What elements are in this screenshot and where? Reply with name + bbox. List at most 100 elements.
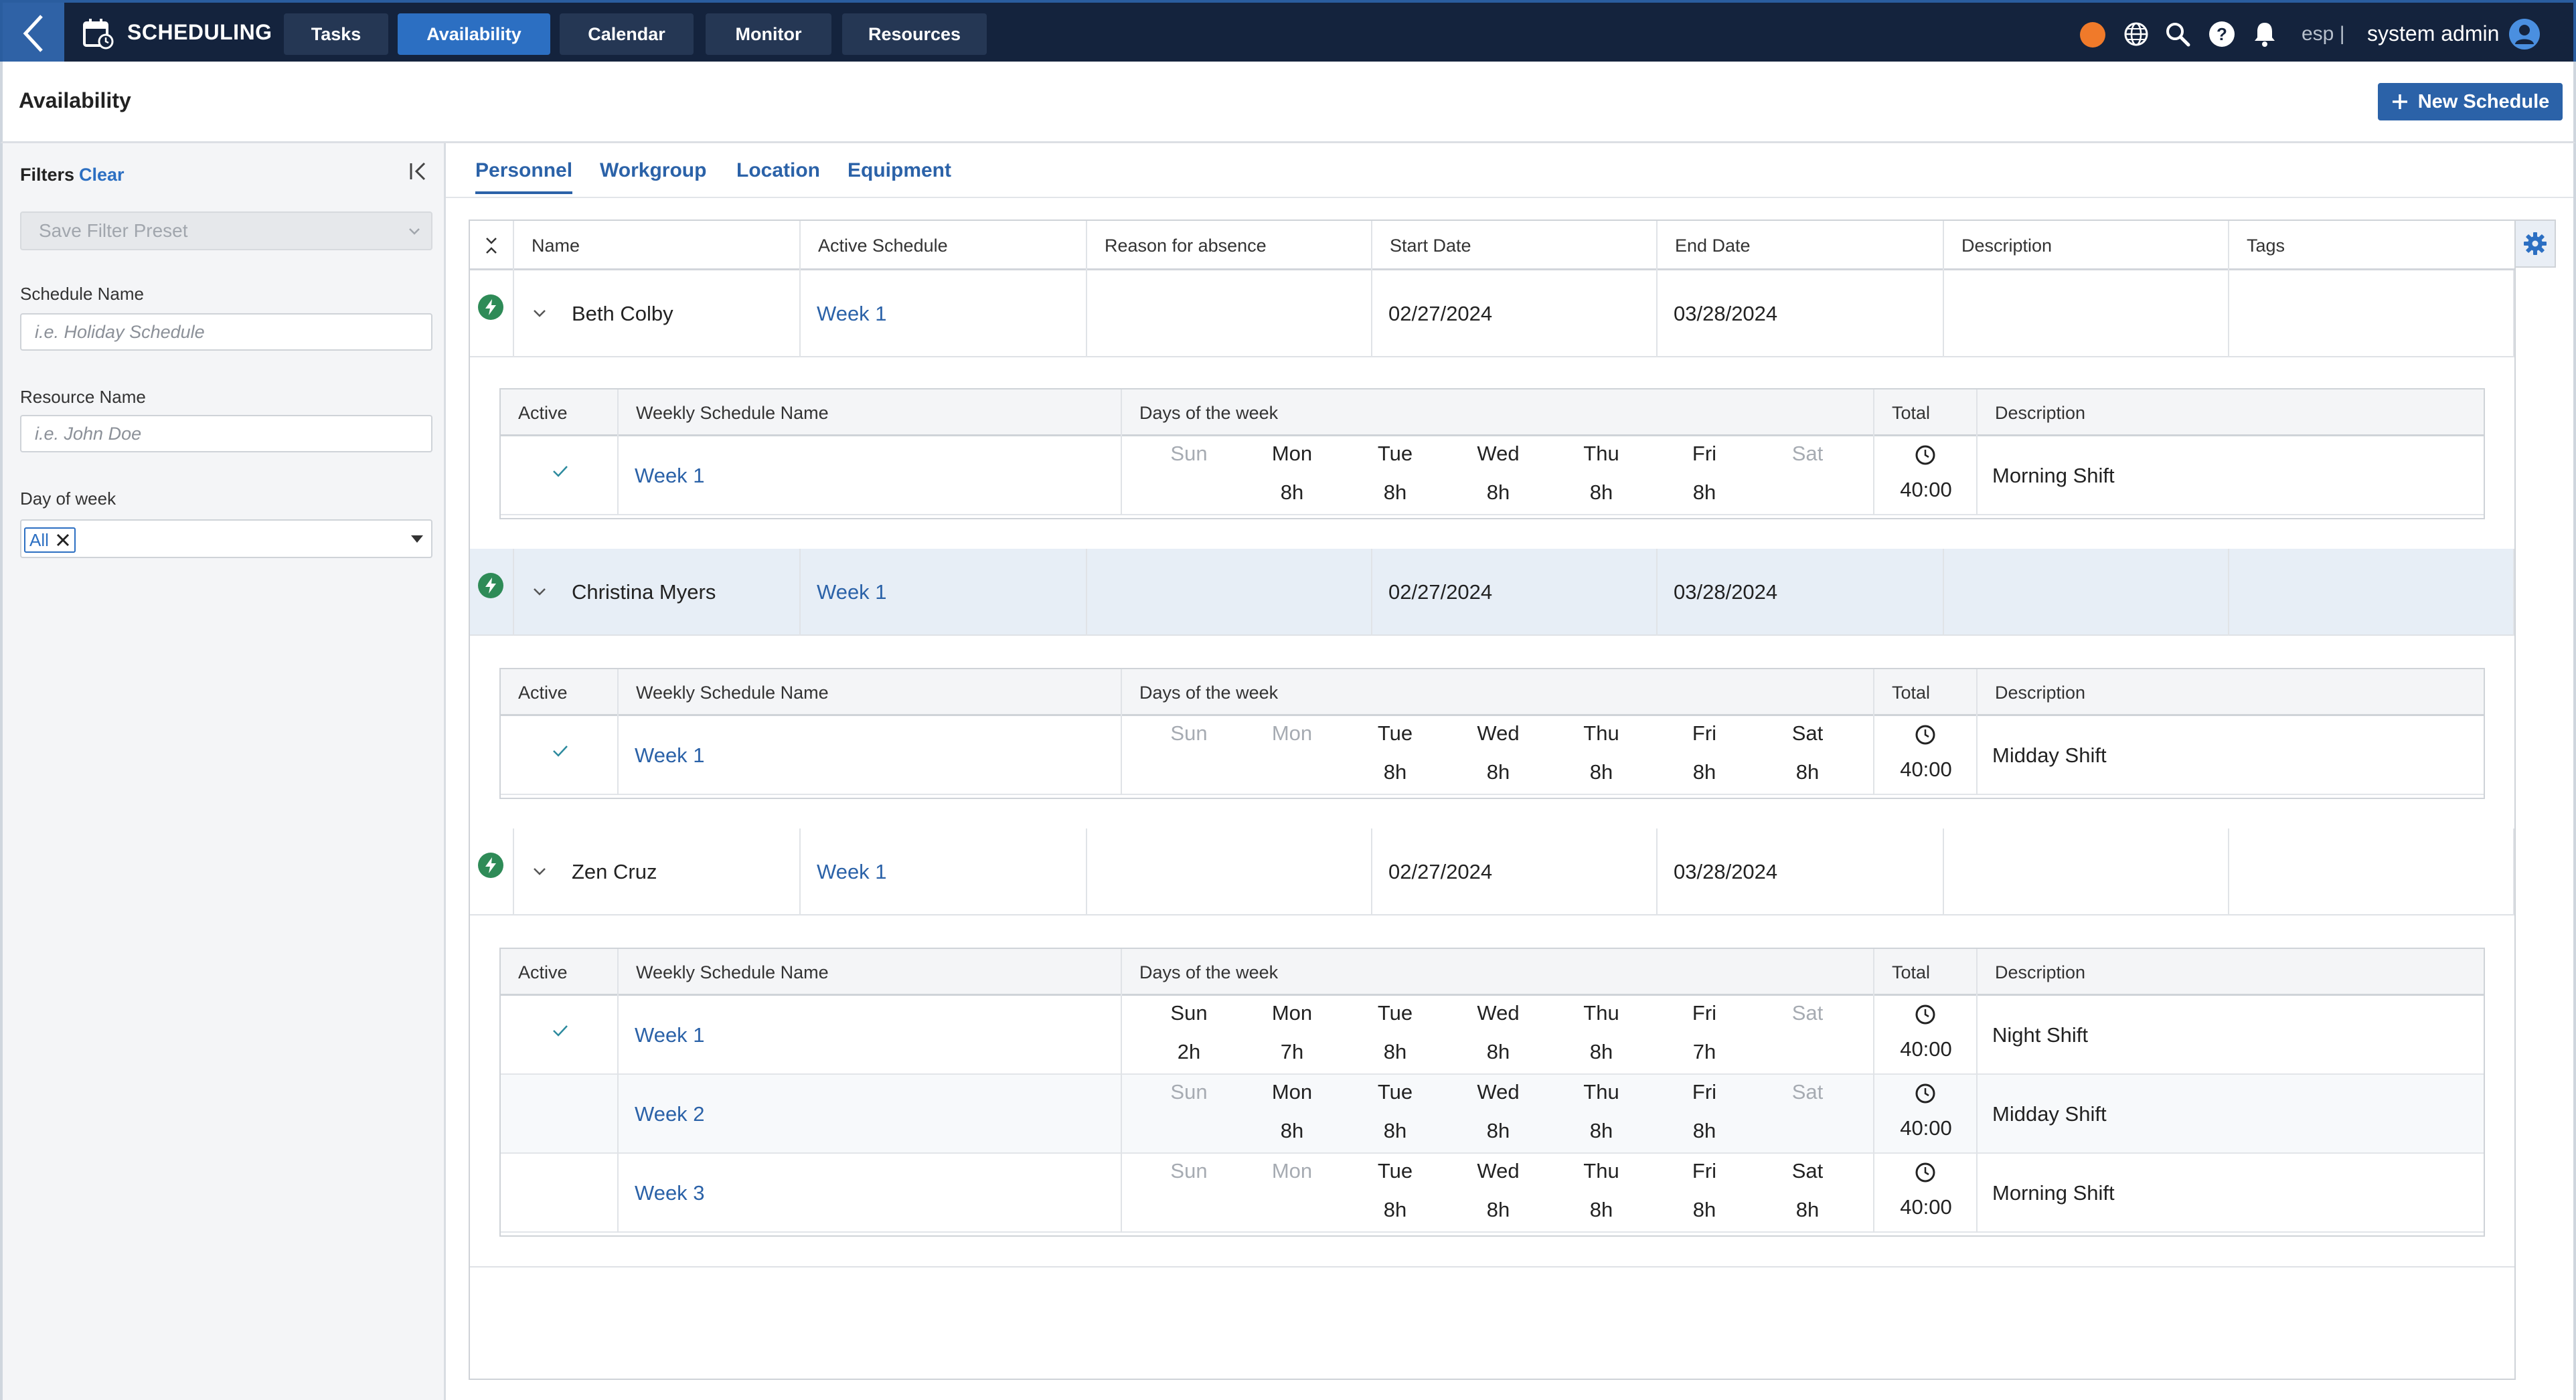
day-filter-tag-label: All [29,529,49,550]
col-reason[interactable]: Reason for absence [1087,221,1372,270]
tab-workgroup[interactable]: Workgroup [600,159,707,181]
weekly-schedule-link[interactable]: Week 3 [619,1154,1122,1233]
total-cell: 40:00 [1874,436,1978,515]
top-nav-bar: SCHEDULING Tasks Availability Calendar M… [0,0,2576,64]
grid-header: Name Active Schedule Reason for absence … [470,221,2514,270]
nav-calendar[interactable]: Calendar [560,13,694,55]
chevron-down-icon [409,228,420,235]
total-hours: 40:00 [1900,478,1952,501]
active-cell [501,1154,619,1233]
day-name: Tue [1377,1080,1413,1104]
active-cell [501,716,619,795]
day-fri: Fri 7h [1664,996,1745,1075]
clear-filters-link[interactable]: Clear [79,165,125,185]
day-hours: 7h [1692,1040,1716,1063]
collapse-all-cell[interactable] [470,221,514,270]
help-icon[interactable]: ? [2208,20,2236,48]
close-icon[interactable] [56,533,70,547]
dropdown-arrow-icon[interactable] [411,535,423,543]
col-start-date[interactable]: Start Date [1372,221,1658,270]
filter-panel: Filters Clear Save Filter Preset Schedul… [0,143,446,1400]
weekly-schedule-link[interactable]: Week 2 [619,1075,1122,1154]
filter-preset-select[interactable]: Save Filter Preset [20,211,432,250]
tags-cell [2229,549,2514,636]
active-schedule-link[interactable]: Week 1 [801,549,1087,636]
day-tue: Tue 8h [1355,716,1435,795]
person-name-label: Christina Myers [572,580,716,604]
col-name[interactable]: Name [514,221,801,270]
weekly-schedule-link[interactable]: Week 1 [619,996,1122,1075]
day-of-week-label: Day of week [20,489,116,509]
tab-personnel[interactable]: Personnel [475,159,573,194]
weekly-schedule-row[interactable]: Week 1 Sun Mon Tue 8h Wed 8h Thu 8h Fri 8h S… [501,716,2484,795]
start-date-cell: 02/27/2024 [1372,828,1658,915]
weekly-schedule-header: Active Weekly Schedule Name Days of the … [501,389,2484,436]
collapse-panel-icon[interactable] [407,159,431,183]
schedule-name-label: Schedule Name [20,284,144,304]
nav-tasks[interactable]: Tasks [284,13,388,55]
day-tue: Tue 8h [1355,996,1435,1075]
chevron-down-icon[interactable] [532,308,548,320]
weekly-schedule-link[interactable]: Week 1 [619,436,1122,515]
search-icon[interactable] [2164,20,2192,48]
weekly-schedule-row[interactable]: Week 2 Sun Mon 8h Tue 8h Wed 8h Thu 8h Fri 8h… [501,1075,2484,1154]
tab-location[interactable]: Location [736,159,820,181]
day-name: Fri [1692,1001,1717,1025]
person-row[interactable]: Zen Cruz Week 1 02/27/2024 03/28/2024 [470,828,2514,915]
nav-resources[interactable]: Resources [842,13,987,55]
resource-name-input[interactable]: i.e. John Doe [20,415,432,452]
nav-monitor[interactable]: Monitor [706,13,831,55]
day-name: Sat [1791,721,1824,745]
chevron-down-icon[interactable] [532,586,548,598]
user-name[interactable]: system admin [2367,21,2500,46]
day-fri: Fri 8h [1664,1075,1745,1154]
calendar-clock-icon [83,19,114,50]
check-icon [553,1025,568,1037]
day-hours: 8h [1383,760,1407,784]
day-name: Thu [1583,1159,1619,1183]
chevron-down-icon[interactable] [532,866,548,878]
start-date-cell: 02/27/2024 [1372,549,1658,636]
language-switch[interactable]: esp | [2302,23,2345,45]
end-date-cell: 03/28/2024 [1658,270,1944,357]
lightning-icon [478,853,503,878]
col-active-schedule[interactable]: Active Schedule [801,221,1087,270]
weekly-schedule-row[interactable]: Week 1 Sun Mon 8h Tue 8h Wed 8h Thu 8h Fri 8h… [501,436,2484,515]
day-name: Mon [1271,721,1313,745]
clock-icon [1915,1162,1935,1183]
day-thu: Thu 8h [1561,436,1641,515]
day-name: Tue [1377,442,1413,465]
day-name: Mon [1271,1159,1313,1183]
schedule-name-input[interactable]: i.e. Holiday Schedule [20,313,432,351]
active-schedule-link[interactable]: Week 1 [801,270,1087,357]
sub-col-name: Weekly Schedule Name [619,389,1122,436]
day-hours: 8h [1280,1119,1304,1142]
weekly-description: Morning Shift [1992,464,2115,487]
day-name: Mon [1271,1080,1313,1104]
person-row[interactable]: Christina Myers Week 1 02/27/2024 03/28/… [470,549,2514,636]
day-name: Fri [1692,442,1717,465]
grid-settings-button[interactable] [2516,220,2556,268]
weekly-schedule-link[interactable]: Week 1 [619,716,1122,795]
weekly-schedule-row[interactable]: Week 1 Sun 2h Mon 7h Tue 8h Wed 8h Thu 8h Fri… [501,996,2484,1075]
globe-icon[interactable] [2122,20,2150,48]
bell-icon[interactable] [2251,20,2279,48]
new-schedule-button[interactable]: New Schedule [2378,83,2563,120]
weekly-schedule-table: Active Weekly Schedule Name Days of the … [499,948,2485,1237]
col-end-date[interactable]: End Date [1658,221,1944,270]
day-mon: Mon [1252,1154,1332,1233]
active-schedule-link[interactable]: Week 1 [801,828,1087,915]
tab-equipment[interactable]: Equipment [848,159,951,181]
day-sun: Sun 2h [1149,996,1229,1075]
day-name: Sat [1791,1001,1824,1025]
nav-availability[interactable]: Availability [398,13,550,55]
col-tags[interactable]: Tags [2247,235,2285,256]
end-date-cell: 03/28/2024 [1658,828,1944,915]
status-indicator[interactable] [2080,22,2105,48]
avatar[interactable] [2509,19,2540,50]
back-button[interactable] [3,3,64,64]
day-of-week-select[interactable]: All [20,519,432,558]
weekly-schedule-row[interactable]: Week 3 Sun Mon Tue 8h Wed 8h Thu 8h Fri 8h S… [501,1154,2484,1233]
person-row[interactable]: Beth Colby Week 1 02/27/2024 03/28/2024 [470,270,2514,357]
col-description[interactable]: Description [1944,221,2229,270]
